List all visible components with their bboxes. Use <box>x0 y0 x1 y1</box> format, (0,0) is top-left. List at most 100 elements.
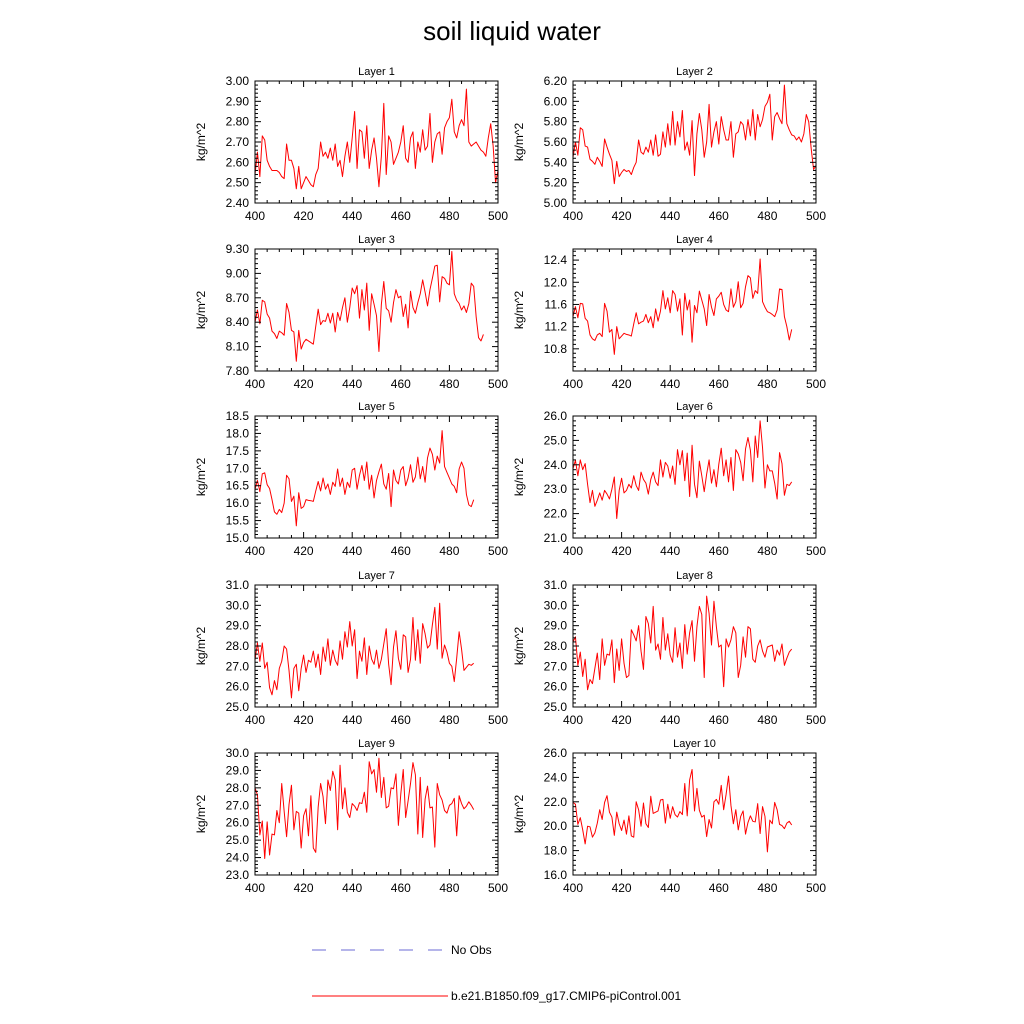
y-tick-label: 5.20 <box>544 176 568 190</box>
y-tick-label: 30.0 <box>226 746 250 760</box>
series-line <box>572 768 793 853</box>
x-tick-label: 480 <box>757 209 777 223</box>
x-tick-label: 440 <box>660 377 680 391</box>
x-tick-label: 400 <box>245 209 265 223</box>
y-tick-label: 24.0 <box>544 458 568 472</box>
x-tick-label: 460 <box>709 544 729 558</box>
y-tick-label: 2.80 <box>226 115 250 129</box>
y-tick-label: 21.0 <box>544 531 568 545</box>
series-line <box>572 84 817 185</box>
panel-title: Layer 2 <box>676 66 713 78</box>
y-tick-label: 2.60 <box>226 155 250 169</box>
x-tick-label: 480 <box>439 544 459 558</box>
y-tick-label: 17.5 <box>226 444 250 458</box>
plot-frame <box>572 80 817 204</box>
panels-group: Layer 1 400 420 440 460 480 500 2.40 2.50 2.60 2.7… <box>194 66 826 895</box>
y-tick-label: 11.2 <box>545 320 568 334</box>
y-tick-label: 30.0 <box>226 598 250 612</box>
y-tick-label: 11.6 <box>545 297 568 311</box>
y-axis-label: kg/m^2 <box>194 627 208 666</box>
panel-title: Layer 5 <box>358 401 395 413</box>
y-tick-label: 29.0 <box>226 619 250 633</box>
x-tick-label: 460 <box>391 209 411 223</box>
x-tick-label: 500 <box>806 881 826 895</box>
x-tick-label: 460 <box>391 881 411 895</box>
y-tick-label: 9.30 <box>226 242 250 256</box>
x-tick-label: 400 <box>563 209 583 223</box>
y-tick-label: 10.8 <box>544 342 568 356</box>
panel-10: Layer 10 400 420 440 460 480 500 16.0 18.0 20.0 22… <box>512 738 826 895</box>
x-tick-label: 440 <box>660 881 680 895</box>
y-tick-label: 22.0 <box>544 795 568 809</box>
y-tick-label: 9.00 <box>226 266 250 280</box>
y-tick-label: 3.00 <box>226 74 250 88</box>
x-tick-label: 400 <box>245 544 265 558</box>
y-tick-label: 27.0 <box>226 659 250 673</box>
panel-3: Layer 3 400 420 440 460 480 500 7.80 8.10 8.40 8.7… <box>194 234 508 391</box>
y-tick-label: 8.40 <box>226 315 250 329</box>
y-tick-label: 24.0 <box>226 851 250 865</box>
x-tick-label: 440 <box>342 209 362 223</box>
x-tick-label: 420 <box>294 881 314 895</box>
x-tick-label: 460 <box>709 209 729 223</box>
x-tick-label: 420 <box>294 713 314 727</box>
x-tick-label: 440 <box>660 544 680 558</box>
x-tick-label: 400 <box>563 377 583 391</box>
y-axis-label: kg/m^2 <box>194 123 208 162</box>
y-tick-label: 2.40 <box>226 196 250 210</box>
y-tick-label: 26.0 <box>544 680 568 694</box>
y-tick-label: 8.70 <box>226 291 250 305</box>
x-tick-label: 420 <box>612 713 632 727</box>
y-tick-label: 31.0 <box>544 578 568 592</box>
y-tick-label: 5.80 <box>544 115 568 129</box>
y-tick-label: 26.0 <box>226 816 250 830</box>
panel-title: Layer 7 <box>358 570 395 582</box>
x-tick-label: 500 <box>806 544 826 558</box>
y-tick-label: 23.0 <box>226 868 250 882</box>
y-tick-label: 15.5 <box>226 514 250 528</box>
panel-title: Layer 8 <box>676 570 713 582</box>
x-tick-label: 460 <box>391 377 411 391</box>
y-tick-label: 25.0 <box>226 700 250 714</box>
x-tick-label: 500 <box>488 544 508 558</box>
y-axis-label: kg/m^2 <box>512 795 526 834</box>
series-line <box>572 258 793 355</box>
x-tick-label: 480 <box>439 209 459 223</box>
panel-title: Layer 4 <box>676 234 713 246</box>
series-line <box>254 430 475 527</box>
y-axis-label: kg/m^2 <box>512 627 526 666</box>
x-tick-label: 400 <box>245 713 265 727</box>
x-tick-label: 480 <box>439 713 459 727</box>
y-tick-label: 29.0 <box>226 763 250 777</box>
y-tick-label: 28.0 <box>226 781 250 795</box>
panel-6: Layer 6 400 420 440 460 480 500 21.0 22.0 23.0 24.… <box>512 401 826 558</box>
series-line <box>254 602 475 699</box>
x-tick-label: 460 <box>709 377 729 391</box>
x-tick-label: 460 <box>391 713 411 727</box>
y-tick-label: 26.0 <box>544 409 568 423</box>
y-axis-label: kg/m^2 <box>512 123 526 162</box>
panel-1: Layer 1 400 420 440 460 480 500 2.40 2.50 2.60 2.7… <box>194 66 508 223</box>
y-tick-label: 6.00 <box>544 94 568 108</box>
plot-frame <box>254 415 499 539</box>
y-tick-label: 2.70 <box>226 135 250 149</box>
panel-9: Layer 9 400 420 440 460 480 500 23.0 24.0 25.0 26.… <box>194 738 508 895</box>
x-tick-label: 400 <box>245 881 265 895</box>
series-line <box>254 757 475 859</box>
x-tick-label: 440 <box>342 377 362 391</box>
x-tick-label: 420 <box>612 209 632 223</box>
x-tick-label: 500 <box>806 209 826 223</box>
x-tick-label: 480 <box>439 377 459 391</box>
y-tick-label: 5.40 <box>544 155 568 169</box>
x-tick-label: 420 <box>612 544 632 558</box>
y-axis-label: kg/m^2 <box>194 291 208 330</box>
y-tick-label: 23.0 <box>544 482 568 496</box>
y-tick-label: 16.0 <box>226 496 250 510</box>
x-tick-label: 500 <box>806 713 826 727</box>
y-axis-label: kg/m^2 <box>512 291 526 330</box>
panel-title: Layer 10 <box>673 738 716 750</box>
x-tick-label: 480 <box>439 881 459 895</box>
panel-title: Layer 3 <box>358 234 395 246</box>
x-tick-label: 500 <box>806 377 826 391</box>
